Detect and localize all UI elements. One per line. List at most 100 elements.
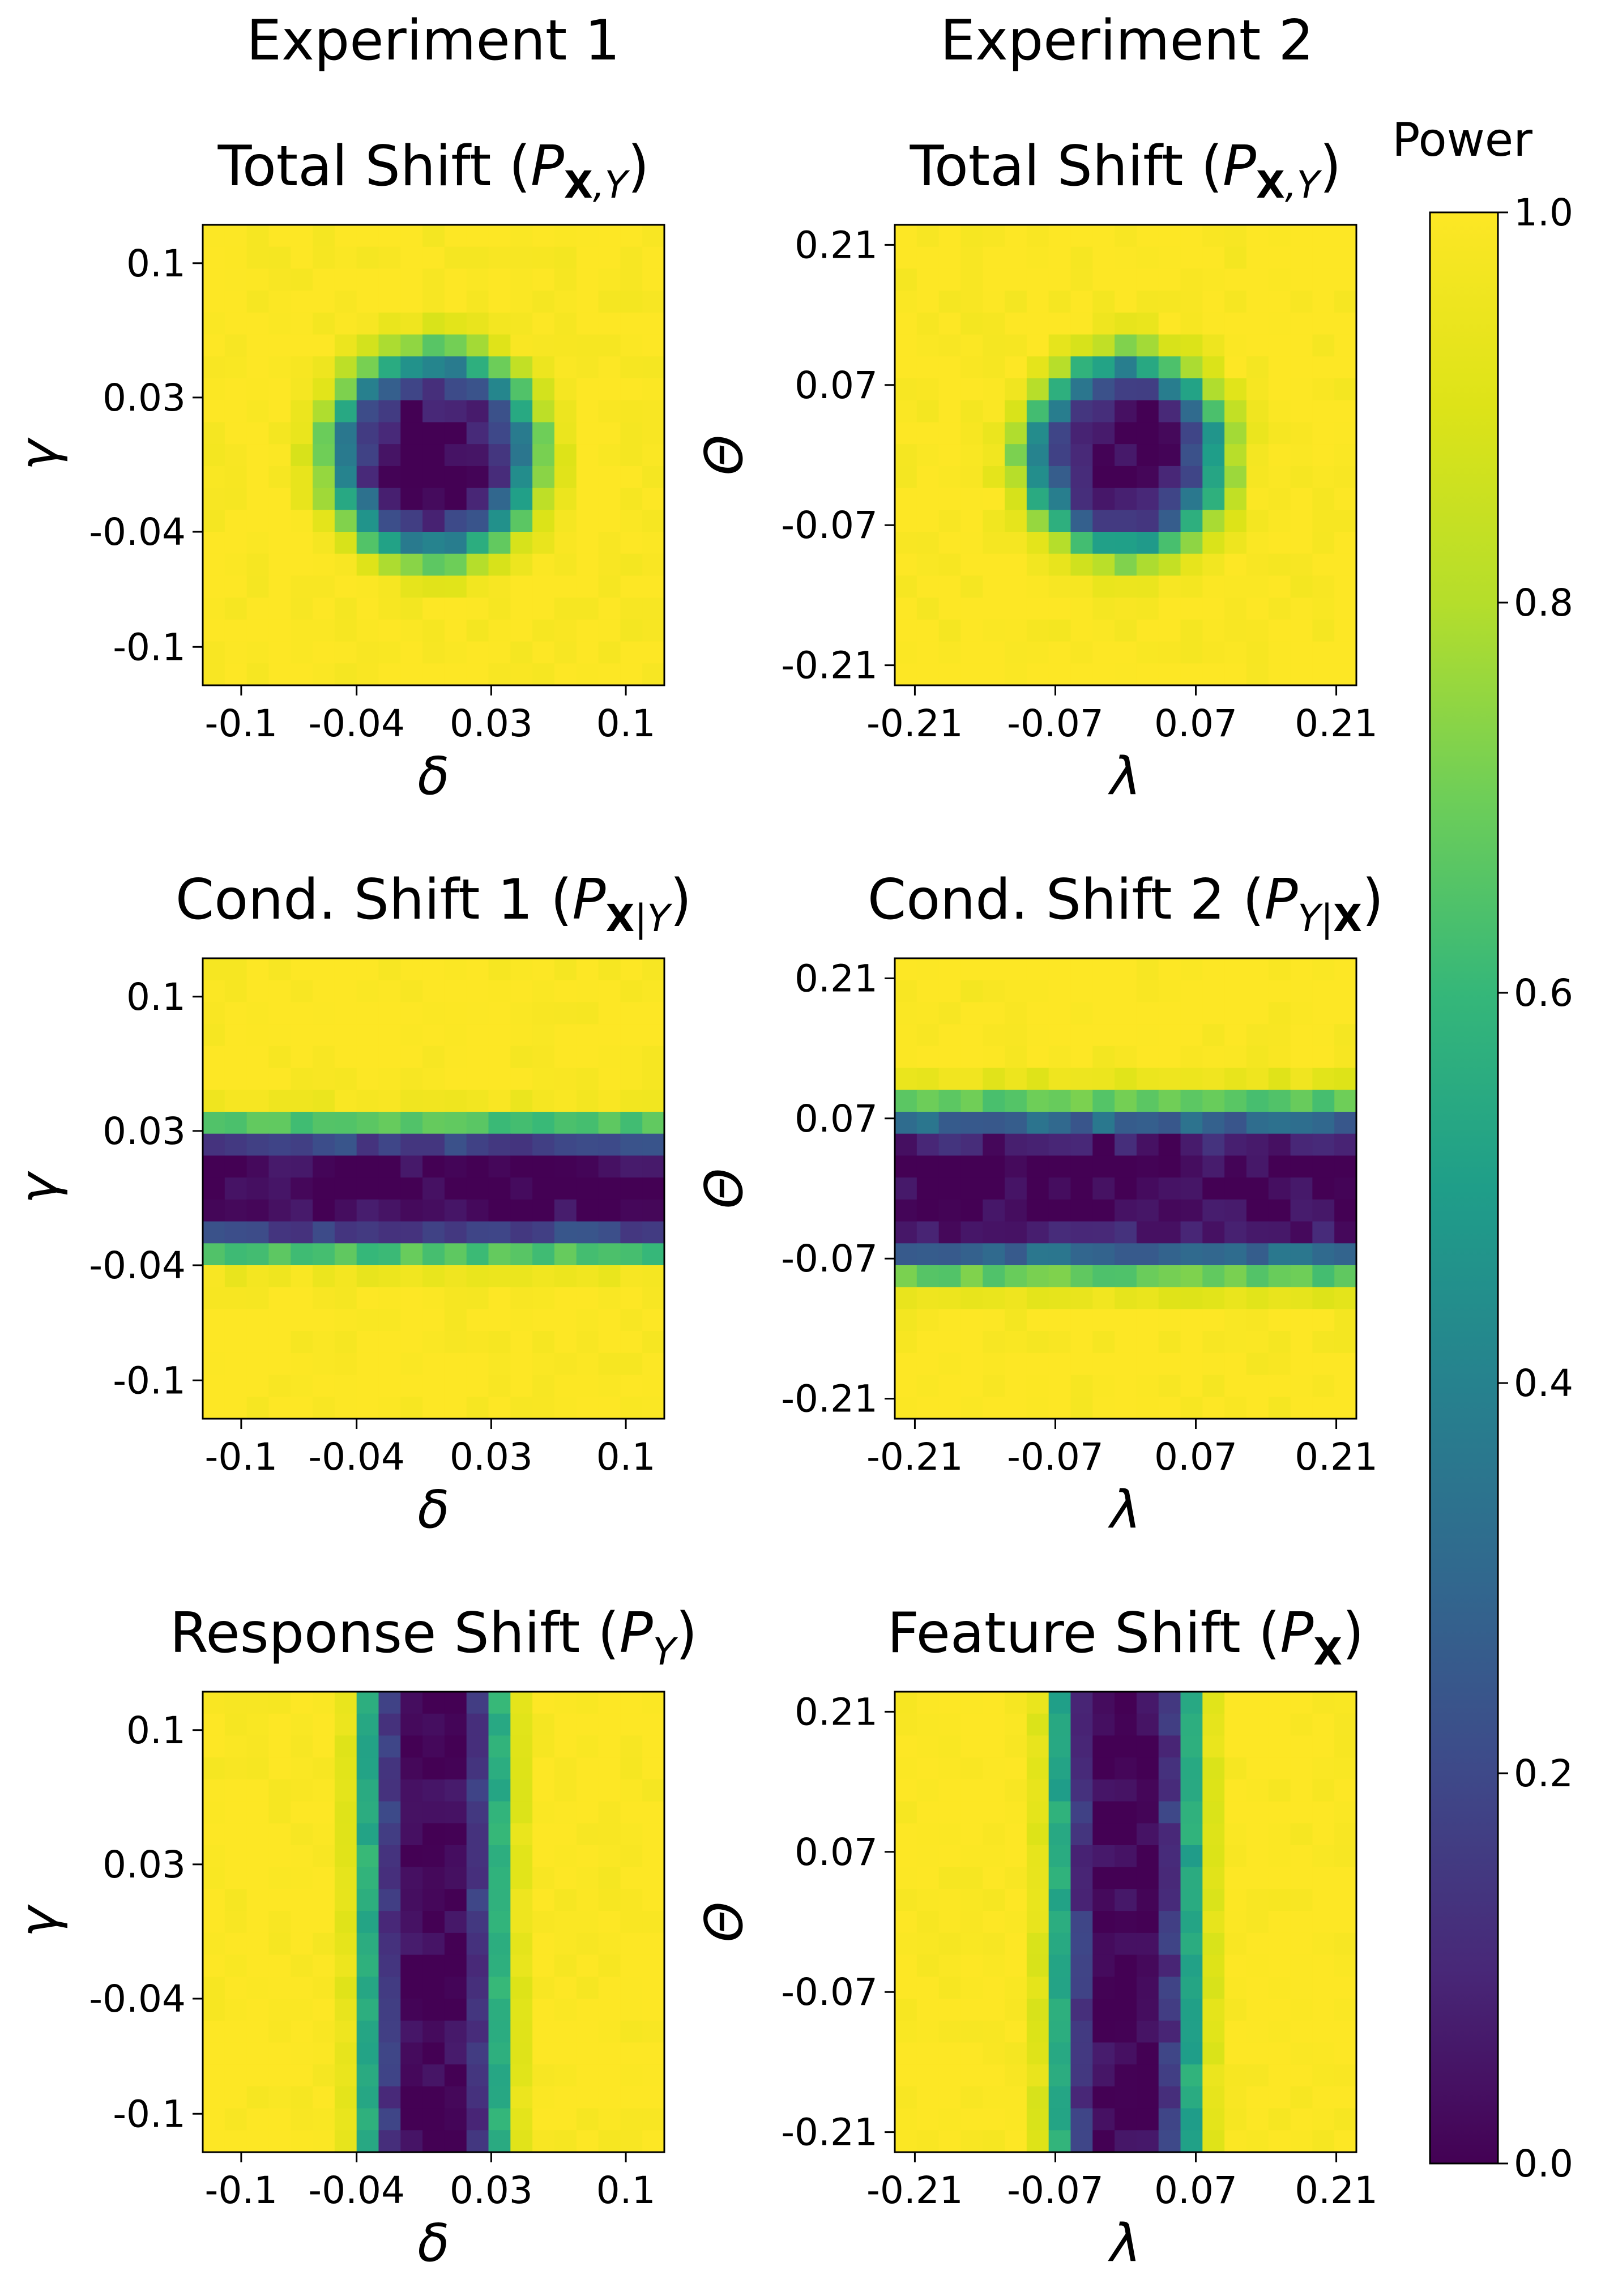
y-tick-label: 0.1 [126, 1709, 186, 1752]
heatmap-cell [1136, 334, 1159, 357]
heatmap-cell [422, 466, 445, 489]
heatmap-cell [532, 1735, 555, 1758]
heatmap-cell [1136, 1801, 1159, 1824]
heatmap-cell [1224, 268, 1247, 291]
heatmap-cell [268, 2086, 291, 2109]
heatmap-cell [554, 334, 577, 357]
heatmap-cell [1005, 488, 1027, 510]
heatmap-cell [1290, 1911, 1313, 1934]
heatmap-cell [1246, 1352, 1269, 1376]
heatmap-cell [1070, 1801, 1093, 1824]
heatmap-cell [313, 663, 335, 686]
y-tick-label: -0.21 [781, 2111, 878, 2154]
heatmap-cell [1246, 1045, 1269, 1069]
heatmap-cell [291, 1199, 313, 1222]
y-tick-label: -0.1 [113, 2092, 186, 2136]
heatmap-cell [203, 1397, 225, 1419]
x-tick-label: 0.07 [1154, 2169, 1237, 2212]
heatmap-cell [576, 1002, 599, 1025]
heatmap-cell [422, 2108, 445, 2131]
heatmap-cell [466, 334, 489, 357]
heatmap-cell [576, 334, 599, 357]
heatmap-cell [1290, 1757, 1313, 1780]
heatmap-cell [291, 334, 313, 357]
heatmap-cell [1115, 1265, 1137, 1288]
heatmap-cell [1070, 1112, 1093, 1134]
heatmap-cell [576, 488, 599, 510]
heatmap-cell [422, 1692, 445, 1714]
heatmap-cell [620, 1265, 643, 1288]
heatmap-cell [1224, 1757, 1247, 1780]
heatmap-cell [268, 356, 291, 379]
heatmap-cell [960, 1155, 983, 1178]
heatmap-cell [444, 1243, 467, 1266]
heatmap-cell [1180, 1757, 1203, 1780]
heatmap-cell [642, 1375, 665, 1397]
y-axis-label: γ [8, 1171, 69, 1204]
heatmap-cell [620, 1221, 643, 1244]
heatmap-cell [598, 1265, 621, 1288]
heatmap-cell [422, 1045, 445, 1069]
heatmap-cell [268, 1692, 291, 1714]
heatmap-cell [224, 1133, 247, 1156]
heatmap-cell [1180, 225, 1203, 247]
heatmap-cell [895, 1801, 917, 1824]
heatmap-cell [1334, 1397, 1357, 1419]
heatmap-cell [1202, 2064, 1225, 2087]
colorbar-tick-label: 0.8 [1514, 581, 1573, 625]
heatmap-cell [620, 1199, 643, 1222]
heatmap-cell [444, 444, 467, 467]
heatmap-cell [1268, 1999, 1291, 2021]
heatmap-cell [268, 2108, 291, 2131]
heatmap-cell [960, 356, 983, 379]
heatmap-cell [1312, 444, 1335, 467]
heatmap-cell [1224, 1024, 1247, 1047]
heatmap-cell [598, 510, 621, 532]
heatmap-cell [291, 312, 313, 335]
heatmap-cell [466, 378, 489, 401]
heatmap-cell [1092, 1823, 1115, 1846]
heatmap-cell [1202, 2108, 1225, 2131]
heatmap-cell [1026, 1713, 1049, 1736]
heatmap-cell [291, 532, 313, 554]
heatmap-cell [1092, 334, 1115, 357]
heatmap-cell [291, 1932, 313, 1956]
heatmap-cell [400, 1757, 423, 1780]
heatmap-cell [488, 1692, 511, 1714]
heatmap-cell [1115, 2064, 1137, 2087]
heatmap-cell [1158, 378, 1181, 401]
heatmap-cell [1268, 1692, 1291, 1714]
heatmap-cell [916, 1265, 940, 1288]
heatmap-cell [960, 488, 983, 510]
heatmap-cell [1202, 2130, 1225, 2153]
heatmap-cell [916, 466, 940, 489]
heatmap-cell [1070, 1221, 1093, 1244]
heatmap-cell [1246, 1068, 1269, 1090]
heatmap-cell [378, 291, 401, 313]
heatmap-cell [1202, 510, 1225, 532]
heatmap-cell [444, 553, 467, 577]
heatmap-cell [313, 1155, 335, 1178]
heatmap-cell [224, 1155, 247, 1178]
heatmap-cell [246, 1977, 270, 1999]
heatmap-cell [1180, 2042, 1203, 2065]
heatmap-cell [620, 1889, 643, 1911]
heatmap-cell [620, 1133, 643, 1156]
heatmap-cell [268, 1090, 291, 1112]
heatmap-cell [1092, 1112, 1115, 1134]
heatmap-cell [642, 268, 665, 291]
heatmap-cell [1202, 1779, 1225, 1802]
heatmap-cell [1290, 1243, 1313, 1266]
heatmap-cell [960, 663, 983, 686]
heatmap-cell [895, 356, 917, 379]
heatmap-cell [334, 1352, 357, 1376]
heatmap-cell [1202, 1801, 1225, 1824]
heatmap-cell [576, 2020, 599, 2043]
heatmap-cell [532, 2130, 555, 2153]
heatmap-cell [268, 641, 291, 664]
x-tick-label: -0.21 [866, 1435, 963, 1479]
heatmap-cell [488, 1068, 511, 1090]
heatmap-cell [400, 1801, 423, 1824]
heatmap-cell [291, 598, 313, 620]
heatmap-cell [488, 1911, 511, 1934]
